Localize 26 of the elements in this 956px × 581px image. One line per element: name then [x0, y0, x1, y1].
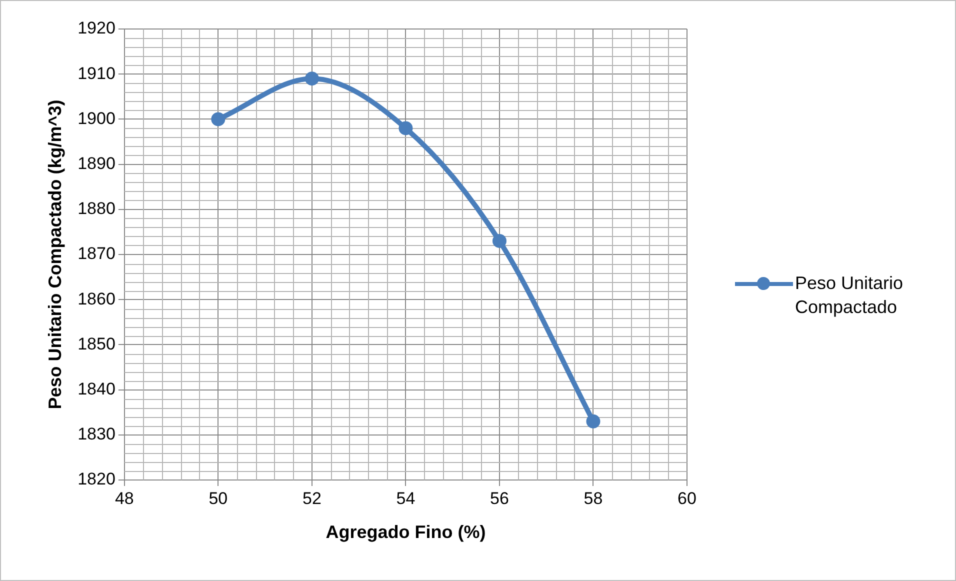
- x-tick-label: 50: [208, 488, 228, 508]
- point: [586, 414, 600, 428]
- y-tick-label: 1840: [78, 379, 116, 398]
- point: [492, 234, 506, 248]
- y-tick-label: 1870: [78, 244, 116, 264]
- y-tick-label: 1900: [78, 108, 116, 128]
- x-tick-label: 52: [302, 488, 322, 508]
- y-tick-label: 1880: [78, 199, 116, 218]
- x-tick-label: 54: [396, 488, 416, 508]
- point: [304, 72, 319, 86]
- y-tick-label: 1910: [78, 64, 116, 83]
- y-tick-label: 1820: [78, 470, 116, 489]
- y-tick-label: 1850: [78, 334, 116, 354]
- y-tick-label: 1920: [78, 18, 116, 38]
- point: [211, 112, 226, 126]
- legend-label: Peso Unitario Compactado: [795, 272, 904, 319]
- y-axis-title: Peso Unitario Compactado (kg/m^3): [44, 100, 65, 410]
- y-tick-label: 1890: [78, 154, 116, 173]
- point: [398, 121, 413, 136]
- x-tick-label: 58: [584, 488, 603, 508]
- x-tick-label: 48: [114, 488, 134, 508]
- y-tick-label: 1830: [78, 424, 116, 444]
- x-tick-label: 56: [490, 488, 509, 508]
- x-tick-label: 60: [678, 488, 696, 508]
- x-axis-title: Agregado Fino (%): [326, 522, 486, 542]
- y-tick-label: 1860: [78, 289, 116, 308]
